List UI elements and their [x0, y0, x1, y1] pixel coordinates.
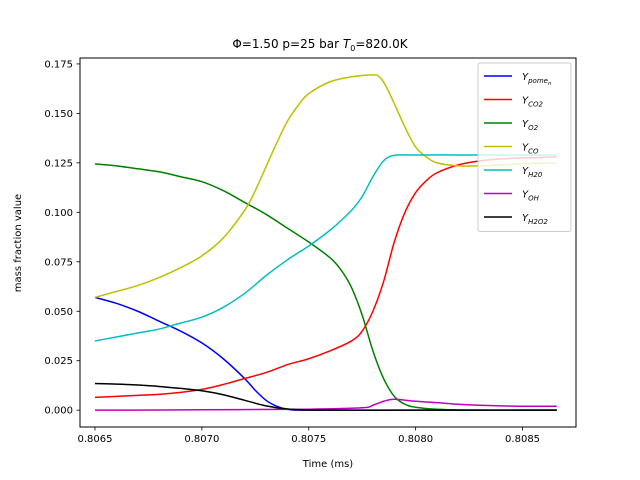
title-phi: Φ=1.50: [232, 37, 278, 51]
title-pressure: p=25 bar: [282, 37, 339, 51]
legend-entry-label: YOH: [522, 190, 540, 203]
x-tick-label: 0.8065: [77, 434, 112, 445]
y-tick-label: 0.175: [44, 59, 73, 70]
chart-title: Φ=1.50 p=25 bar T0=820.0K: [232, 37, 408, 53]
legend-entry-label: Ypomen: [522, 72, 552, 87]
legend-entry-label: YH2O2: [522, 213, 548, 226]
y-tick-label: 0.025: [44, 356, 73, 367]
y-tick-label: 0.125: [44, 158, 73, 169]
legend-box: [477, 62, 572, 232]
y-tick-label: 0.050: [44, 307, 73, 318]
x-axis-label: Time (ms): [302, 459, 354, 470]
series-line-o2: [94, 163, 557, 412]
x-tick-label: 0.8080: [398, 434, 433, 445]
title-t0-value: =820.0K: [355, 37, 408, 51]
x-tick-label: 0.8085: [505, 434, 540, 445]
y-axis-label: mass fraction value: [13, 194, 24, 292]
y-tick-label: 0.100: [44, 208, 73, 219]
title-t0-subscript: 0: [350, 44, 355, 53]
x-axis-ticks: 0.8065 0.8070 0.8075 0.8080 0.8085: [77, 427, 540, 445]
x-tick-label: 0.8070: [184, 434, 219, 445]
series-layer: [94, 74, 557, 412]
legend-entry-label: YO2: [522, 119, 539, 132]
y-axis-ticks: 0.000 0.025 0.050 0.075 0.100 0.125 0.150 0.175: [44, 59, 80, 417]
y-tick-label: 0.150: [44, 109, 73, 120]
series-line-h20: [94, 154, 557, 342]
series-line-h2o2: [94, 382, 557, 411]
legend-entry-label: YCO2: [522, 96, 544, 109]
legend: Ypomen YCO2 YO2 YCO YH20 YOH YH2O2: [477, 62, 572, 232]
y-tick-label: 0.000: [44, 406, 73, 417]
series-line-oh: [94, 398, 557, 411]
axes-frame: [79, 57, 577, 428]
legend-entry-label: YH20: [522, 166, 543, 179]
x-tick-label: 0.8075: [291, 434, 326, 445]
y-tick-label: 0.075: [44, 257, 73, 268]
title-t0-symbol: T: [343, 37, 352, 51]
series-line-co: [94, 74, 557, 299]
legend-entry-label: YCO: [522, 143, 539, 156]
